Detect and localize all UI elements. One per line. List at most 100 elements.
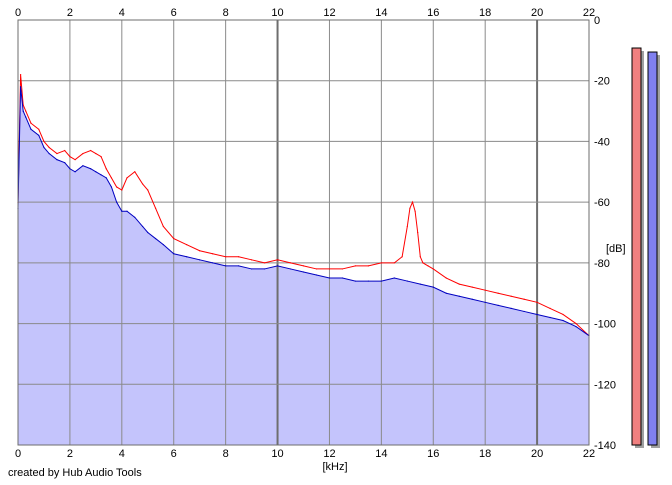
series-1-point-50: [484, 301, 486, 303]
series-1-point-47: [445, 292, 447, 294]
x-tick-bottom-4: 4: [119, 448, 125, 460]
series-1-point-21: [134, 216, 136, 218]
series-0-point-19: [121, 189, 123, 191]
series-1-point-43: [393, 277, 395, 279]
series-0-point-11: [74, 159, 76, 161]
series-1-point-49: [471, 298, 473, 300]
x-tick-top-0: 0: [15, 7, 21, 19]
x-axis-top: 0 2 4 6 8 10 12 14 16 18 20 22: [15, 7, 595, 19]
y-tick--120: -120: [594, 379, 616, 391]
series-0-point-15: [100, 156, 102, 158]
series-0-point-61: [536, 301, 538, 303]
series-1-point-45: [419, 283, 421, 285]
x-tick-bottom-22: 22: [583, 448, 595, 460]
series-0-point-40: [354, 265, 357, 267]
series-1-point-38: [328, 277, 331, 279]
series-1-point-33: [263, 268, 266, 270]
series-0-point-3: [25, 110, 27, 112]
series-1-point-2: [22, 110, 24, 112]
x-tick-top-6: 6: [171, 7, 177, 19]
series-1-point-17: [110, 186, 113, 188]
x-tick-top-18: 18: [479, 7, 491, 19]
series-1-point-25: [162, 244, 164, 246]
series-0-point-53: [432, 268, 434, 270]
series-0-point-28: [199, 250, 201, 252]
x-tick-bottom-12: 12: [323, 448, 335, 460]
meter-0-bar: [631, 47, 642, 446]
series-0-point-25: [162, 225, 164, 228]
series-0-point-33: [263, 262, 266, 264]
series-1-point-37: [315, 274, 318, 276]
y-axis-right: 0 -20 -40 -60 -80 -100 -120 -140: [594, 15, 616, 452]
series-0-point-12: [82, 152, 84, 155]
series-1-point-27: [186, 256, 188, 258]
series-0-point-21: [134, 171, 136, 173]
series-0-point-7: [48, 146, 50, 149]
series-1-point-19: [121, 210, 123, 212]
series-0-point-42: [380, 262, 382, 264]
series-1-point-52: [510, 307, 512, 309]
series-0-point-5: [38, 128, 40, 130]
series-1-point-11: [74, 171, 76, 173]
series-1-point-39: [341, 277, 344, 279]
series-1-point-5: [38, 134, 40, 136]
series-1-point-56: [562, 319, 564, 322]
series-1-point-23: [147, 231, 149, 234]
x-tick-top-16: 16: [427, 7, 439, 19]
series-0-point-52: [427, 265, 429, 267]
x-tick-bottom-6: 6: [171, 448, 177, 460]
x-tick-top-22: 22: [583, 7, 595, 19]
series-1-point-44: [406, 280, 408, 282]
y-axis-label: [dB]: [606, 243, 626, 255]
series-0-point-56: [471, 286, 473, 288]
series-1-point-30: [225, 265, 227, 267]
x-tick-bottom-10: 10: [271, 448, 283, 460]
series-1-point-8: [56, 159, 58, 161]
y-tick--80: -80: [594, 258, 610, 270]
series-0-point-47: [411, 201, 414, 203]
series-0-point-49: [417, 231, 419, 234]
x-tick-bottom-20: 20: [531, 448, 543, 460]
series-1-point-54: [536, 313, 538, 316]
series-0-point-37: [315, 268, 318, 270]
series-0-point-29: [212, 253, 214, 255]
series-1-point-34: [276, 265, 279, 267]
series-1-point-14: [95, 171, 97, 173]
series-0-point-43: [393, 262, 395, 264]
series-0-point-45: [406, 225, 408, 228]
series-1-point-12: [82, 165, 84, 167]
series-1-point-41: [367, 280, 369, 282]
series-0-point-59: [510, 295, 512, 297]
series-1-point-10: [69, 168, 71, 170]
series-1-point-51: [497, 304, 499, 306]
x-tick-bottom-18: 18: [479, 448, 491, 460]
spectrum-fill-area: [18, 86, 589, 446]
series-0-point-51: [422, 262, 424, 264]
series-0-point-46: [409, 207, 411, 209]
series-lines: [17, 74, 590, 337]
series-0-point-4: [30, 122, 32, 124]
series-0-point-23: [147, 189, 149, 191]
series-0-point-24: [154, 207, 157, 209]
series-0-point-63: [562, 313, 564, 316]
series-0-point-36: [302, 265, 305, 267]
series-1-point-57: [575, 326, 577, 328]
series-1-point-22: [141, 225, 144, 228]
series-0-point-32: [250, 259, 253, 261]
series-0-point-8: [56, 152, 58, 155]
plot-border: [17, 19, 590, 446]
x-tick-top-12: 12: [323, 7, 335, 19]
credit-text: created by Hub Audio Tools: [8, 467, 142, 479]
x-tick-bottom-14: 14: [375, 448, 387, 460]
series-line-0: [17, 74, 590, 337]
series-1-point-9: [64, 162, 66, 164]
y-tick--60: -60: [594, 197, 610, 209]
x-tick-bottom-8: 8: [223, 448, 229, 460]
series-0-point-27: [186, 244, 188, 246]
x-tick-top-20: 20: [531, 7, 543, 19]
series-1-point-24: [154, 237, 157, 240]
series-0-point-30: [225, 256, 227, 258]
series-0-point-50: [419, 256, 421, 258]
meter-1-bar: [647, 51, 658, 446]
